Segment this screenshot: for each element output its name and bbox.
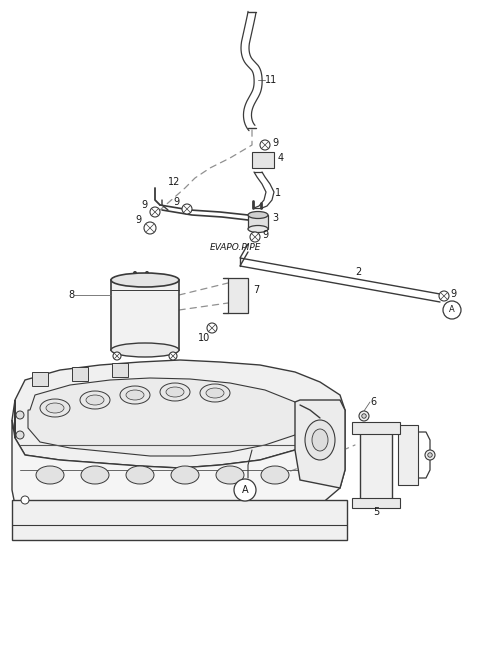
Text: 4: 4 [278, 153, 284, 163]
Text: 11: 11 [265, 75, 277, 85]
Ellipse shape [81, 466, 109, 484]
Polygon shape [28, 378, 305, 456]
Ellipse shape [216, 466, 244, 484]
Text: EVAPO.PIPE: EVAPO.PIPE [210, 243, 262, 253]
Circle shape [169, 352, 177, 360]
Ellipse shape [261, 466, 289, 484]
Polygon shape [295, 400, 345, 488]
Ellipse shape [248, 226, 268, 232]
Text: A: A [449, 306, 455, 314]
Circle shape [21, 496, 29, 504]
Bar [12, 500, 347, 540]
Ellipse shape [80, 391, 110, 409]
Circle shape [439, 291, 449, 301]
Ellipse shape [111, 273, 179, 287]
Ellipse shape [40, 399, 70, 417]
Circle shape [234, 479, 256, 501]
Circle shape [16, 411, 24, 419]
Bar [111, 280, 179, 350]
Text: A: A [242, 485, 248, 495]
Text: 7: 7 [253, 285, 259, 295]
Ellipse shape [166, 387, 184, 397]
Bar [398, 425, 418, 485]
Circle shape [182, 204, 192, 214]
Bar [72, 367, 88, 381]
Bar [252, 152, 274, 168]
Ellipse shape [46, 403, 64, 413]
Circle shape [250, 232, 260, 242]
Text: 1: 1 [275, 188, 281, 198]
Bar [360, 430, 392, 500]
Circle shape [144, 222, 156, 234]
Ellipse shape [120, 386, 150, 404]
Circle shape [443, 301, 461, 319]
Ellipse shape [305, 420, 335, 460]
Bar [248, 215, 268, 229]
Ellipse shape [206, 388, 224, 398]
Polygon shape [12, 360, 345, 468]
Circle shape [362, 414, 366, 419]
Text: 9: 9 [142, 200, 148, 210]
Ellipse shape [312, 429, 328, 451]
Bar [32, 372, 48, 386]
Ellipse shape [126, 390, 144, 400]
Text: 5: 5 [373, 507, 379, 517]
Text: 8: 8 [68, 290, 74, 300]
Text: 9: 9 [174, 197, 180, 207]
Circle shape [16, 431, 24, 439]
Ellipse shape [160, 383, 190, 401]
Text: 2: 2 [355, 267, 361, 277]
Bar [352, 498, 400, 508]
Text: 12: 12 [168, 177, 180, 187]
Ellipse shape [86, 395, 104, 405]
Text: 10: 10 [198, 333, 210, 343]
Circle shape [207, 323, 217, 333]
Ellipse shape [200, 384, 230, 402]
Circle shape [150, 207, 160, 217]
Ellipse shape [248, 211, 268, 218]
Ellipse shape [171, 466, 199, 484]
Ellipse shape [126, 466, 154, 484]
Circle shape [428, 453, 432, 457]
Text: 3: 3 [272, 213, 278, 223]
Bar [228, 278, 248, 313]
Polygon shape [12, 400, 345, 540]
Bar [112, 363, 128, 377]
Text: 6: 6 [370, 397, 376, 407]
Bar [352, 422, 400, 434]
Ellipse shape [111, 343, 179, 357]
Circle shape [359, 411, 369, 421]
Ellipse shape [36, 466, 64, 484]
Text: 9: 9 [135, 215, 141, 225]
Text: 9: 9 [262, 230, 268, 240]
Text: 9: 9 [450, 289, 456, 299]
Circle shape [260, 140, 270, 150]
Circle shape [425, 450, 435, 460]
Text: 9: 9 [272, 138, 278, 148]
Circle shape [113, 352, 121, 360]
